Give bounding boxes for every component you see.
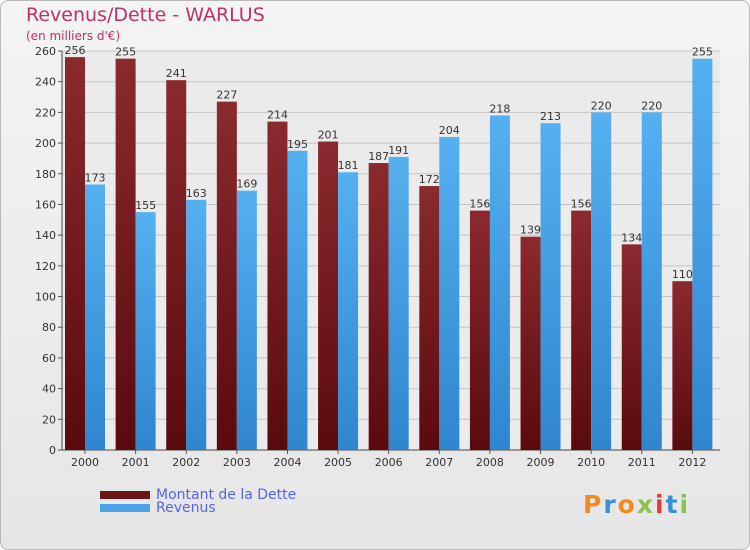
y-tick-label: 0 [49,444,56,457]
legend-item-revenus: Revenus [100,500,216,516]
data-label-debt: 201 [318,129,339,142]
data-label-revenus: 218 [489,102,510,115]
data-label-revenus: 163 [186,187,207,200]
logo-letter: i [679,490,691,519]
data-label-debt: 156 [571,198,592,211]
bar-debt [166,80,187,451]
x-tick-label: 2005 [324,456,352,469]
bar-revenus [641,112,662,450]
data-label-debt: 214 [267,109,288,122]
data-label-revenus: 155 [135,199,156,212]
bar-revenus [591,112,612,450]
data-label-revenus: 173 [85,172,106,185]
x-tick-label: 2002 [172,456,200,469]
data-label-revenus: 195 [287,138,308,151]
data-label-debt: 187 [368,150,389,163]
data-label-revenus: 220 [641,99,662,112]
bar-debt [469,210,490,450]
y-tick-label: 120 [35,260,56,273]
data-label-revenus: 169 [236,178,257,191]
bar-revenus [439,136,460,450]
logo-letter: i [655,490,666,519]
data-label-debt: 172 [419,173,440,186]
x-tick-label: 2007 [425,456,453,469]
data-label-revenus: 255 [692,46,713,59]
logo-letter: o [617,490,637,519]
y-tick-label: 180 [35,168,56,181]
y-tick-label: 220 [35,106,56,119]
bar-debt [267,121,288,450]
data-label-debt: 110 [672,268,693,281]
x-tick-label: 2010 [577,456,605,469]
data-label-debt: 256 [65,44,86,57]
bar-revenus [692,58,713,451]
y-tick-label: 80 [42,321,56,334]
legend-swatch-debt [100,491,150,499]
logo-letter: t [665,490,680,519]
proxiti-logo: Proxiti [583,490,690,519]
x-tick-label: 2012 [678,456,706,469]
bar-debt [368,163,389,450]
x-tick-label: 2008 [476,456,504,469]
y-tick-label: 140 [35,229,56,242]
bar-revenus [338,172,359,450]
data-label-revenus: 204 [439,124,460,137]
bar-revenus [186,199,207,450]
logo-letter: r [603,490,618,519]
x-tick-label: 2011 [628,456,656,469]
bar-debt [520,236,541,450]
bar-debt [318,141,339,451]
y-tick-label: 260 [35,45,56,58]
bar-revenus [85,184,105,450]
y-tick-label: 40 [42,383,56,396]
unit-label: (en milliers d'€) [26,29,121,43]
bar-debt [216,101,237,451]
bar-revenus [135,212,156,450]
bar-debt [65,57,85,451]
data-label-revenus: 181 [338,159,359,172]
bar-debt [419,186,440,451]
x-tick-label: 2000 [71,456,99,469]
data-label-revenus: 220 [591,99,612,112]
bar-revenus [236,190,257,450]
y-tick-label: 100 [35,291,56,304]
bar-revenus [287,150,308,450]
bar-revenus [388,156,409,450]
chart-title: Revenus/Dette - WARLUS [26,4,265,26]
data-label-debt: 139 [520,224,541,237]
data-label-debt: 134 [621,231,642,244]
legend-swatch-revenus [100,504,150,512]
y-tick-label: 160 [35,198,56,211]
logo-letter: P [583,490,604,519]
logo-letter: x [636,490,655,519]
y-tick-label: 200 [35,137,56,150]
x-tick-label: 2009 [527,456,555,469]
x-tick-label: 2006 [375,456,403,469]
bar-debt [672,281,693,450]
data-label-revenus: 213 [540,110,561,123]
bar-debt [621,244,642,450]
data-label-debt: 241 [166,67,187,80]
x-tick-label: 2004 [273,456,301,469]
bar-revenus [489,115,510,450]
y-tick-label: 20 [42,413,56,426]
bar-debt [115,58,136,451]
legend-label-revenus: Revenus [156,500,216,516]
bar-revenus [540,123,561,450]
y-tick-label: 60 [42,352,56,365]
legend-item-debt: Montant de la Dette [100,487,296,503]
legend-label-debt: Montant de la Dette [156,487,297,503]
data-label-debt: 156 [469,198,490,211]
y-tick-label: 240 [35,76,56,89]
data-label-debt: 255 [115,46,136,59]
data-label-debt: 227 [216,89,237,102]
bar-debt [571,210,592,450]
x-tick-label: 2003 [223,456,251,469]
x-tick-label: 2001 [122,456,150,469]
data-label-revenus: 191 [388,144,409,157]
